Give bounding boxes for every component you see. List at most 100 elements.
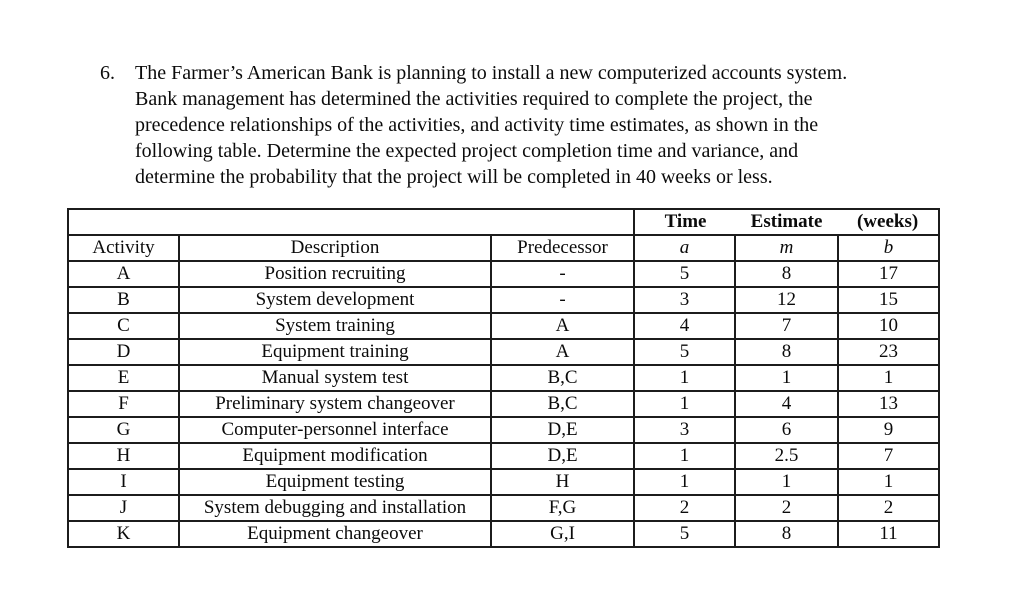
problem-text: The Farmer’s American Bank is planning t… — [135, 60, 847, 190]
problem-text-line: determine the probability that the proje… — [135, 166, 773, 188]
cell-description: Preliminary system changeover — [178, 390, 492, 418]
cell-description: Manual system test — [178, 364, 492, 392]
cell-activity: J — [67, 494, 180, 522]
cell-b: 15 — [837, 286, 941, 314]
table-row: K Equipment changeover G,I 5 8 11 — [67, 520, 941, 548]
cell-activity: A — [67, 260, 180, 288]
cell-m: 8 — [734, 260, 840, 288]
cell-b: 13 — [837, 390, 941, 418]
cell-a: 2 — [633, 494, 737, 522]
cell-b: 1 — [837, 364, 941, 392]
problem-text-line: The Farmer’s American Bank is planning t… — [135, 62, 848, 84]
problem-text-line: following table. Determine the expected … — [135, 140, 799, 162]
cell-description: System training — [178, 312, 492, 340]
table-header-group-row: Time Estimate (weeks) — [66, 208, 941, 236]
cell-predecessor: B,C — [489, 390, 636, 418]
cell-description: Equipment changeover — [178, 520, 492, 548]
problem-text-line: Bank management has determined the activ… — [135, 88, 813, 110]
cell-activity: D — [67, 338, 180, 366]
column-header-b: b — [837, 234, 941, 262]
cell-predecessor: B,C — [489, 364, 636, 392]
cell-m: 1 — [734, 364, 840, 392]
cell-description: Position recruiting — [178, 260, 492, 288]
table-row: H Equipment modification D,E 1 2.5 7 — [67, 442, 941, 470]
cell-b: 1 — [837, 468, 941, 496]
header-empty-cell — [66, 208, 636, 236]
cell-activity: H — [67, 442, 180, 470]
cell-activity: B — [67, 286, 180, 314]
cell-m: 6 — [734, 416, 840, 444]
cell-activity: C — [67, 312, 180, 340]
column-header-description: Description — [178, 234, 492, 262]
cell-activity: G — [67, 416, 180, 444]
cell-description: Computer-personnel interface — [178, 416, 492, 444]
cell-b: 10 — [837, 312, 941, 340]
cell-b: 23 — [837, 338, 941, 366]
cell-description: System development — [178, 286, 492, 314]
cell-b: 2 — [837, 494, 941, 522]
cell-predecessor: - — [489, 260, 636, 288]
cell-description: System debugging and installation — [178, 494, 492, 522]
cell-m: 4 — [734, 390, 840, 418]
cell-b: 7 — [837, 442, 941, 470]
cell-b: 17 — [837, 260, 941, 288]
cell-m: 2.5 — [734, 442, 840, 470]
cell-predecessor: F,G — [489, 494, 636, 522]
cell-activity: I — [67, 468, 180, 496]
cell-a: 5 — [633, 260, 737, 288]
cell-predecessor: A — [489, 312, 636, 340]
table-row: G Computer-personnel interface D,E 3 6 9 — [67, 416, 941, 444]
cell-a: 1 — [633, 390, 737, 418]
column-header-a: a — [633, 234, 737, 262]
cell-m: 2 — [734, 494, 840, 522]
table-row: A Position recruiting -5 8 17 — [67, 260, 941, 288]
cell-predecessor: - — [489, 286, 636, 314]
cell-description: Equipment modification — [178, 442, 492, 470]
table-column-header-row: Activity Description Predecessor a m b — [67, 234, 941, 262]
cell-b: 9 — [837, 416, 941, 444]
problem-statement: 6. The Farmer’s American Bank is plannin… — [100, 60, 847, 190]
cell-a: 4 — [633, 312, 737, 340]
cell-m: 1 — [734, 468, 840, 496]
header-time-label: Time — [664, 211, 707, 232]
table-row: E Manual system test B,C 1 1 1 — [67, 364, 941, 392]
cell-b: 11 — [837, 520, 941, 548]
cell-m: 12 — [734, 286, 840, 314]
cell-m: 8 — [734, 338, 840, 366]
column-header-predecessor: Predecessor — [489, 234, 636, 262]
problem-number: 6. — [100, 62, 115, 84]
cell-a: 1 — [633, 442, 737, 470]
cell-predecessor: A — [489, 338, 636, 366]
cell-predecessor: D,E — [489, 416, 636, 444]
cell-a: 3 — [633, 286, 737, 314]
column-header-activity: Activity — [67, 234, 180, 262]
cell-a: 1 — [633, 364, 737, 392]
cell-a: 3 — [633, 416, 737, 444]
table-row: C System training A 4 7 10 — [67, 312, 941, 340]
cell-a: 5 — [633, 338, 737, 366]
problem-text-line: precedence relationships of the activiti… — [135, 114, 819, 136]
cell-activity: F — [67, 390, 180, 418]
header-weeks-label: (weeks) — [856, 211, 919, 232]
table-row: B System development -3 12 15 — [67, 286, 941, 314]
cell-description: Equipment training — [178, 338, 492, 366]
cell-predecessor: G,I — [489, 520, 636, 548]
table-row: I Equipment testing H 1 1 1 — [67, 468, 941, 496]
cell-m: 8 — [734, 520, 840, 548]
cell-activity: E — [67, 364, 180, 392]
table-row: D Equipment training A 5 8 23 — [67, 338, 941, 366]
activity-table: Time Estimate (weeks) Activity Descripti… — [66, 208, 941, 548]
cell-activity: K — [67, 520, 180, 548]
cell-description: Equipment testing — [178, 468, 492, 496]
cell-a: 1 — [633, 468, 737, 496]
table-row: J System debugging and installation F,G 2 2 2 — [67, 494, 941, 522]
cell-a: 5 — [633, 520, 737, 548]
header-estimate-label: Estimate — [750, 211, 823, 232]
cell-predecessor: H — [489, 468, 636, 496]
cell-m: 7 — [734, 312, 840, 340]
cell-predecessor: D,E — [489, 442, 636, 470]
header-time-estimate-cell: Time Estimate (weeks) — [633, 208, 941, 236]
column-header-m: m — [734, 234, 840, 262]
table-row: F Preliminary system changeover B,C 1 4 13 — [67, 390, 941, 418]
